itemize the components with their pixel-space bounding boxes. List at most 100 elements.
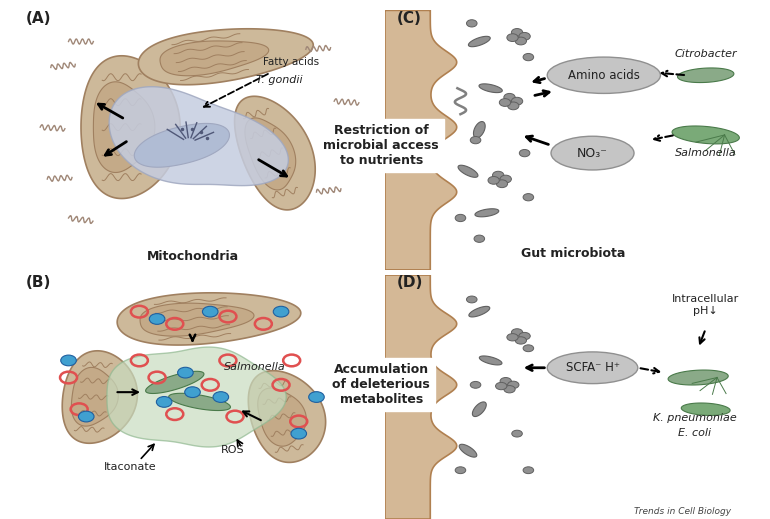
Circle shape [507, 334, 518, 341]
Circle shape [309, 392, 324, 402]
Circle shape [504, 93, 515, 101]
Circle shape [455, 467, 466, 474]
Text: Intracellular
pH↓: Intracellular pH↓ [672, 294, 739, 316]
Text: Citrobacter: Citrobacter [675, 49, 737, 59]
Circle shape [61, 355, 76, 366]
Ellipse shape [547, 57, 661, 93]
Polygon shape [62, 351, 137, 443]
Circle shape [203, 306, 218, 317]
Polygon shape [468, 36, 490, 47]
Circle shape [523, 194, 534, 201]
Polygon shape [459, 444, 477, 457]
Polygon shape [472, 402, 487, 417]
Circle shape [470, 381, 480, 388]
Text: (C): (C) [397, 11, 421, 26]
Circle shape [79, 411, 94, 422]
Text: Itaconate: Itaconate [104, 462, 156, 472]
Circle shape [149, 313, 165, 324]
Text: Salmonella: Salmonella [224, 362, 286, 372]
Circle shape [213, 392, 229, 402]
Polygon shape [672, 126, 739, 144]
Circle shape [519, 332, 531, 340]
Circle shape [519, 149, 530, 157]
Polygon shape [146, 371, 204, 393]
Text: Amino acids: Amino acids [568, 69, 640, 82]
Circle shape [291, 428, 306, 439]
Circle shape [504, 386, 515, 393]
Circle shape [500, 377, 511, 385]
Text: Restriction of
microbial access
to nutrients: Restriction of microbial access to nutri… [323, 124, 439, 167]
Polygon shape [249, 371, 326, 462]
Polygon shape [134, 124, 229, 167]
Polygon shape [139, 29, 313, 85]
Text: Mitochondria: Mitochondria [146, 250, 239, 263]
Text: K. pneumoniae: K. pneumoniae [652, 414, 736, 424]
Text: Gut microbiota: Gut microbiota [521, 247, 626, 260]
Text: Fatty acids: Fatty acids [263, 57, 320, 67]
Text: E. coli: E. coli [678, 428, 711, 438]
Circle shape [523, 345, 534, 352]
Circle shape [507, 34, 518, 42]
Polygon shape [160, 41, 269, 76]
Polygon shape [681, 403, 730, 415]
Circle shape [499, 99, 511, 106]
Ellipse shape [551, 136, 634, 170]
Polygon shape [235, 97, 315, 210]
Circle shape [507, 381, 519, 389]
Circle shape [493, 171, 504, 179]
Polygon shape [109, 87, 288, 186]
Circle shape [519, 32, 531, 40]
Circle shape [467, 20, 477, 27]
Text: (A): (A) [26, 11, 52, 26]
Polygon shape [668, 370, 728, 385]
Polygon shape [107, 347, 286, 447]
Circle shape [273, 306, 289, 317]
Circle shape [500, 175, 511, 183]
Text: (B): (B) [26, 275, 52, 290]
Circle shape [511, 98, 523, 105]
Polygon shape [258, 388, 306, 446]
Polygon shape [480, 356, 502, 365]
Polygon shape [245, 118, 296, 190]
Circle shape [470, 136, 480, 144]
Circle shape [467, 296, 477, 303]
Polygon shape [678, 68, 734, 83]
Circle shape [515, 337, 527, 344]
Polygon shape [72, 367, 119, 426]
Polygon shape [93, 82, 155, 172]
Polygon shape [385, 10, 457, 270]
Text: Trends in Cell Biology: Trends in Cell Biology [634, 507, 732, 516]
Polygon shape [458, 165, 478, 177]
Circle shape [523, 467, 534, 474]
Circle shape [156, 397, 172, 407]
Circle shape [523, 53, 534, 61]
Polygon shape [475, 209, 499, 217]
Polygon shape [81, 56, 180, 198]
Text: Accumulation
of deleterious
metabolites: Accumulation of deleterious metabolites [333, 363, 430, 405]
Circle shape [474, 235, 484, 242]
Circle shape [511, 329, 523, 336]
Polygon shape [385, 275, 457, 519]
Circle shape [185, 387, 200, 398]
Text: SCFA⁻ H⁺: SCFA⁻ H⁺ [565, 361, 620, 374]
Circle shape [178, 367, 193, 378]
Text: (D): (D) [397, 275, 423, 290]
Polygon shape [169, 393, 230, 411]
Polygon shape [474, 121, 485, 138]
Circle shape [497, 180, 507, 187]
Text: T. gondii: T. gondii [256, 75, 303, 85]
Ellipse shape [547, 352, 638, 384]
Circle shape [488, 176, 499, 184]
Circle shape [512, 430, 522, 437]
Polygon shape [117, 293, 301, 345]
Circle shape [511, 29, 523, 36]
Circle shape [496, 383, 507, 390]
Circle shape [455, 214, 466, 222]
Polygon shape [479, 84, 502, 92]
Text: NO₃⁻: NO₃⁻ [577, 146, 608, 160]
Polygon shape [469, 306, 490, 317]
Text: Salmonella: Salmonella [675, 148, 737, 158]
Text: ROS: ROS [221, 445, 244, 455]
Circle shape [507, 102, 519, 110]
Circle shape [515, 37, 527, 45]
